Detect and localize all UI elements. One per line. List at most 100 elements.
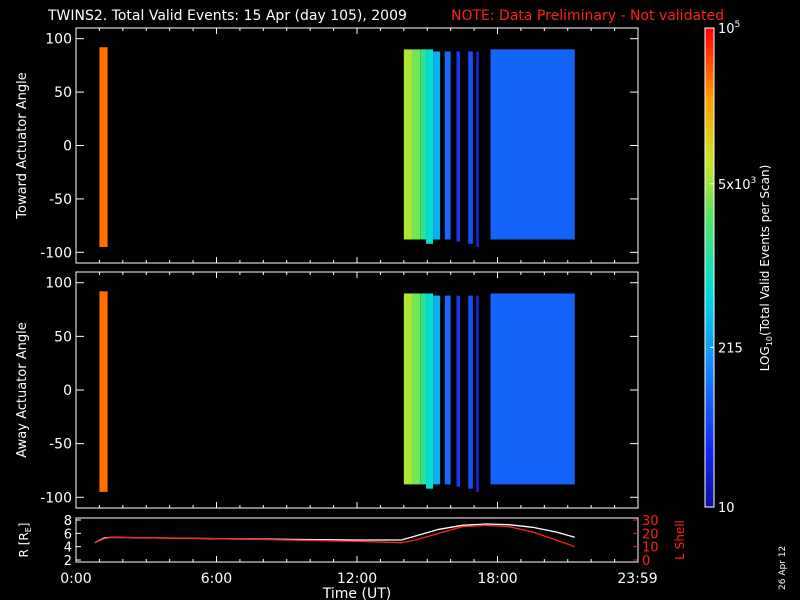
colorbar-segment	[705, 175, 714, 181]
colorbar-segment	[705, 135, 714, 141]
colorbar-segment	[705, 39, 714, 45]
colorbar-segment	[705, 259, 714, 265]
y-tick-label: 4	[64, 541, 72, 556]
colorbar-segment	[705, 447, 714, 452]
y-tick-label: 100	[45, 32, 72, 48]
l-shell-axis-label: L Shell	[673, 520, 687, 560]
colorbar: 105 5x103 215 10 LOG10(Total Valid Events pe…	[704, 20, 774, 516]
colorbar-segment	[705, 187, 714, 193]
heatmap-block	[433, 51, 441, 240]
colorbar-segment	[705, 379, 714, 384]
colorbar-segment	[705, 375, 714, 380]
colorbar-segment	[705, 275, 714, 281]
heatmap-block	[444, 51, 451, 240]
colorbar-segment	[705, 391, 714, 396]
colorbar-segment	[705, 387, 714, 392]
colorbar-segment	[705, 319, 714, 324]
colorbar-segment	[705, 247, 714, 253]
colorbar-segment	[705, 211, 714, 217]
colorbar-segment	[705, 131, 714, 137]
y-tick-label: 50	[54, 85, 72, 101]
heatmap-block	[456, 295, 461, 487]
y-tick-label: 2	[64, 554, 72, 569]
colorbar-segment	[705, 239, 714, 245]
colorbar-segment	[705, 251, 714, 257]
colorbar-segment	[705, 367, 714, 372]
heatmap-block	[420, 293, 427, 485]
y-tick-label: 0	[63, 383, 72, 399]
colorbar-segment	[705, 227, 714, 233]
heatmap-block	[99, 291, 108, 492]
colorbar-segment	[705, 99, 714, 105]
colorbar-segment	[705, 355, 714, 360]
colorbar-segment	[705, 95, 714, 101]
colorbar-segment	[705, 395, 714, 400]
colorbar-segment	[705, 63, 714, 69]
x-tick-label: 23:59	[617, 571, 657, 587]
x-axis-label: Time (UT)	[322, 586, 391, 600]
heatmap-block	[426, 49, 434, 244]
colorbar-segment	[705, 87, 714, 93]
colorbar-segment	[705, 291, 714, 297]
y-tick-label: 100	[45, 276, 72, 292]
away-panel: 100 50 0 -50 -100 Away Actuator Angle	[15, 271, 639, 509]
y-tick-label: 50	[54, 329, 72, 345]
colorbar-segment	[705, 487, 714, 492]
colorbar-segment	[705, 371, 714, 376]
colorbar-segment	[705, 359, 714, 364]
colorbar-segment	[705, 459, 714, 464]
colorbar-segment	[705, 475, 714, 480]
colorbar-segment	[705, 219, 714, 225]
colorbar-segment	[705, 271, 714, 277]
colorbar-segment	[705, 43, 714, 49]
heatmap-block	[444, 295, 451, 485]
colorbar-segment	[705, 179, 714, 185]
colorbar-segment	[705, 203, 714, 209]
y-tick-label-right: 30	[642, 514, 659, 529]
colorbar-segment	[705, 223, 714, 229]
colorbar-segment	[705, 231, 714, 237]
colorbar-segment	[705, 183, 714, 189]
x-tick-label: 0:00	[60, 571, 91, 587]
colorbar-segment	[705, 423, 714, 428]
y-tick-label: 6	[64, 527, 72, 542]
colorbar-segment	[705, 143, 714, 149]
heatmap-block	[468, 295, 473, 489]
colorbar-segment	[705, 463, 714, 468]
colorbar-segment	[705, 495, 714, 500]
y-tick-label: -100	[40, 490, 72, 506]
colorbar-segment	[705, 339, 714, 344]
y-tick-label: -50	[49, 192, 72, 208]
colorbar-segment	[705, 407, 714, 412]
colorbar-segment	[705, 295, 714, 301]
heatmap-block	[476, 51, 479, 247]
colorbar-segment	[705, 215, 714, 221]
colorbar-segment	[705, 111, 714, 117]
colorbar-segment	[705, 287, 714, 293]
heatmap-block	[456, 51, 461, 242]
heatmap-block	[490, 49, 575, 240]
colorbar-segment	[705, 191, 714, 197]
radius-axis-label: R [RE]	[17, 523, 33, 558]
colorbar-segment	[705, 471, 714, 476]
heatmap-block	[468, 51, 473, 244]
colorbar-tick-label: 215	[718, 341, 743, 356]
colorbar-segment	[705, 303, 714, 309]
colorbar-tick-label: 105	[718, 20, 740, 37]
colorbar-segment	[705, 91, 714, 97]
heatmap-block	[426, 293, 434, 489]
colorbar-segment	[705, 455, 714, 460]
colorbar-segment	[705, 479, 714, 484]
colorbar-segment	[705, 155, 714, 161]
colorbar-segment	[705, 115, 714, 121]
colorbar-segment	[705, 311, 714, 316]
y-tick-label: -50	[49, 437, 72, 453]
colorbar-segment	[705, 419, 714, 424]
colorbar-segment	[705, 499, 714, 504]
colorbar-segment	[705, 35, 714, 41]
l-shell-line	[94, 524, 576, 548]
colorbar-segment	[705, 327, 714, 332]
colorbar-tick-label: 5x103	[718, 176, 756, 193]
colorbar-segment	[705, 75, 714, 81]
